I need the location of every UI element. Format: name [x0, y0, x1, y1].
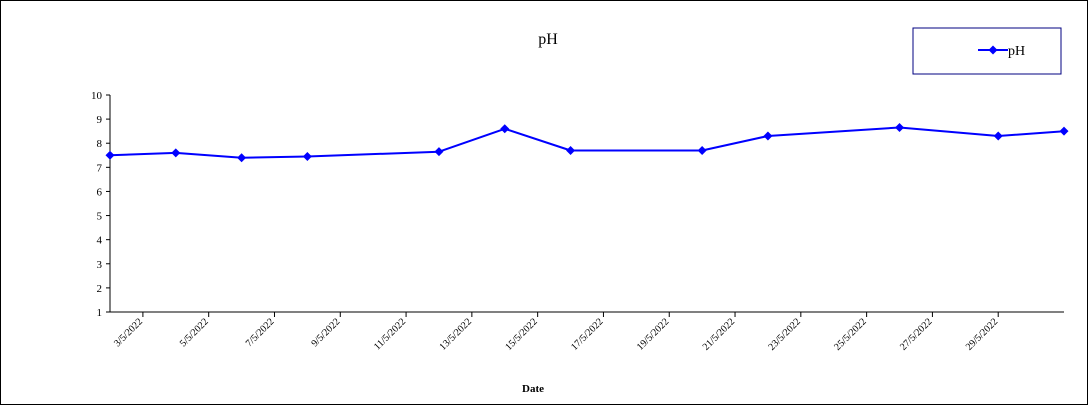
legend-marker-swatch [988, 45, 998, 55]
data-point [566, 145, 576, 155]
x-axis-label: Date [522, 383, 544, 395]
data-point [895, 123, 905, 133]
data-point [697, 145, 707, 155]
y-tick-label: 7 [97, 162, 103, 174]
y-tick-label: 8 [97, 138, 103, 150]
y-tick-label: 5 [97, 211, 103, 223]
y-tick-label: 4 [97, 235, 103, 247]
y-tick-label: 10 [91, 90, 103, 102]
data-point [105, 150, 115, 160]
series-layer [105, 123, 1069, 163]
data-point [302, 151, 312, 161]
data-point [171, 148, 181, 158]
legend-entry-ph: pH [1008, 44, 1025, 59]
data-point [500, 124, 510, 134]
data-point [434, 147, 444, 157]
legend: pH [912, 27, 1062, 75]
series-line-ph [109, 126, 1065, 159]
y-tick-label: 6 [97, 186, 103, 198]
data-point [1059, 126, 1069, 136]
data-point [993, 131, 1003, 141]
data-point [237, 153, 247, 163]
y-tick-label: 1 [97, 307, 103, 319]
chart-title: pH [538, 31, 558, 48]
data-point [763, 131, 773, 141]
y-tick-label: 3 [97, 259, 103, 271]
y-tick-label: 9 [97, 114, 103, 126]
y-tick-label: 2 [97, 283, 103, 295]
